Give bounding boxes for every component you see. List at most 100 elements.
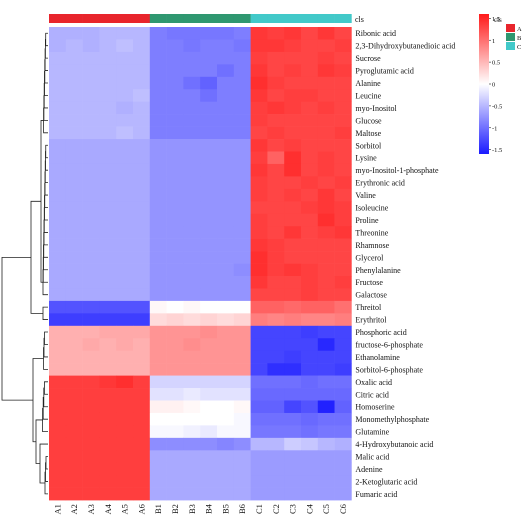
heatmap-cell — [65, 388, 83, 401]
dendrogram-branch — [45, 456, 48, 470]
heatmap-cell — [166, 462, 184, 476]
heatmap-cell — [250, 139, 268, 152]
heatmap-cell — [267, 388, 285, 401]
heatmap-cell — [317, 300, 335, 314]
heatmap-cell — [284, 400, 302, 414]
heatmap-cell — [317, 462, 335, 476]
row-dendrogram — [1, 32, 48, 495]
heatmap-cell — [133, 313, 151, 327]
heatmap-cell — [267, 313, 285, 327]
heatmap-cell — [82, 151, 100, 165]
heatmap-cell — [166, 325, 184, 339]
heatmap-cell — [250, 126, 268, 140]
heatmap-cell — [99, 201, 117, 215]
heatmap-cell — [65, 375, 83, 389]
heatmap-cell — [284, 163, 302, 177]
heatmap-cell — [49, 114, 67, 127]
heatmap-cell — [183, 151, 201, 165]
heatmap-cell — [200, 126, 218, 140]
heatmap-cell — [267, 375, 285, 389]
heatmap-cell — [49, 462, 67, 476]
heatmap-cell — [149, 462, 167, 476]
heatmap-cell — [116, 276, 134, 289]
heatmap-cell — [317, 188, 335, 202]
heatmap-cell — [166, 263, 184, 277]
heatmap-cell — [233, 101, 251, 115]
heatmap-cell — [183, 400, 201, 414]
heatmap-cell — [267, 437, 285, 451]
heatmap-cell — [133, 226, 151, 239]
heatmap-cell — [284, 139, 302, 152]
heatmap-cell — [233, 400, 251, 414]
row-label: Oxalic acid — [355, 378, 392, 387]
heatmap-cell — [317, 39, 335, 53]
heatmap-cell — [317, 76, 335, 90]
dendrogram-branch — [39, 443, 48, 484]
heatmap-cell — [317, 101, 335, 115]
heatmap-cell — [99, 475, 117, 488]
heatmap-cell — [82, 400, 100, 414]
heatmap-cell — [133, 126, 151, 140]
heatmap-cell — [217, 238, 235, 252]
heatmap-cell — [217, 114, 235, 127]
row-label: myo-Inositol — [355, 104, 397, 113]
heatmap-cell — [233, 462, 251, 476]
heatmap-cell — [217, 437, 235, 451]
heatmap-cell — [267, 288, 285, 302]
heatmap-cell — [317, 27, 335, 40]
heatmap-cell — [334, 450, 352, 464]
heatmap-cell — [233, 388, 251, 401]
heatmap-cell — [116, 89, 134, 102]
heatmap-cell — [49, 176, 67, 190]
heatmap-cell — [217, 338, 235, 351]
heatmap-cell — [301, 263, 319, 277]
heatmap-cell — [99, 126, 117, 140]
heatmap-cell — [200, 300, 218, 314]
heatmap-cell — [267, 412, 285, 426]
heatmap-cell — [116, 437, 134, 451]
heatmap-cell — [250, 188, 268, 202]
heatmap-cell — [301, 276, 319, 289]
row-label: Alanine — [355, 79, 381, 88]
heatmap-cell — [65, 300, 83, 314]
heatmap-cell — [334, 101, 352, 115]
heatmap-cell — [99, 163, 117, 177]
heatmap-cell — [183, 139, 201, 152]
heatmap-cell — [133, 51, 151, 65]
heatmap-cell — [149, 412, 167, 426]
annotation-cell-C2 — [267, 14, 285, 23]
heatmap-cell — [133, 437, 151, 451]
heatmap-cell — [166, 226, 184, 239]
heatmap-cell — [200, 163, 218, 177]
heatmap-cell — [284, 213, 302, 227]
row-label: Glucose — [355, 116, 382, 125]
heatmap-cell — [267, 27, 285, 40]
heatmap-cell — [183, 276, 201, 289]
heatmap-cell — [317, 64, 335, 78]
heatmap-cell — [334, 176, 352, 190]
heatmap-cell — [267, 363, 285, 376]
heatmap-cell — [149, 51, 167, 65]
heatmap-cell — [65, 76, 83, 90]
heatmap-cell — [183, 450, 201, 464]
heatmap-cell — [183, 338, 201, 351]
heatmap-cell — [267, 176, 285, 190]
heatmap-cell — [49, 450, 67, 464]
heatmap-cell — [250, 64, 268, 78]
heatmap-cell — [183, 313, 201, 327]
column-label: B6 — [237, 504, 247, 514]
column-label: C1 — [254, 504, 264, 514]
heatmap-cell — [183, 238, 201, 252]
heatmap-cell — [149, 64, 167, 78]
heatmap-cell — [233, 338, 251, 351]
heatmap-cell — [116, 300, 134, 314]
heatmap-cell — [49, 437, 67, 451]
heatmap-cell — [200, 412, 218, 426]
heatmap-cell — [233, 176, 251, 190]
heatmap-cell — [133, 350, 151, 364]
heatmap-cell — [250, 437, 268, 451]
heatmap-cell — [334, 487, 352, 501]
heatmap-cell — [82, 176, 100, 190]
heatmap-cell — [82, 76, 100, 90]
heatmap-cell — [301, 238, 319, 252]
